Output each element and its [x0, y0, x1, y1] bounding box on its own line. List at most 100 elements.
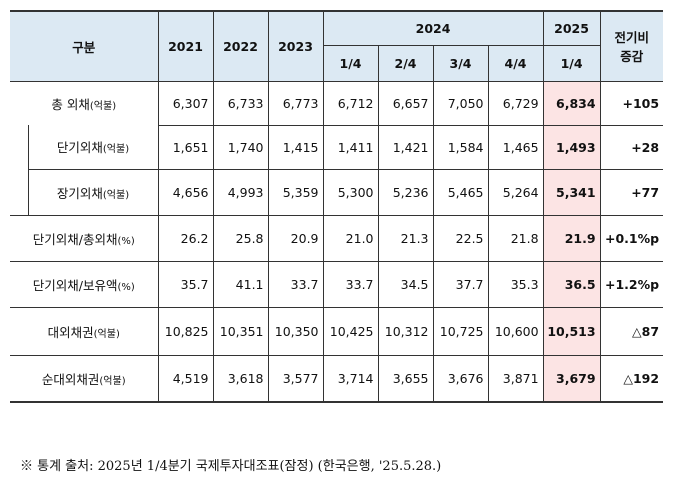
- row-change: +1.2%p: [599, 261, 664, 308]
- row-label-unit: (억불): [89, 100, 117, 112]
- row-value: 6,712: [322, 81, 379, 126]
- header-year-2023: 2023: [267, 10, 324, 82]
- row-value: 6,307: [157, 81, 214, 126]
- row-change: +28: [599, 125, 664, 170]
- row-change: △87: [599, 307, 664, 356]
- row-value: 35.7: [157, 261, 214, 308]
- header-year-2024: 2024: [322, 10, 544, 46]
- row-value: 10,350: [267, 307, 324, 356]
- row-value: 1,465: [487, 125, 544, 170]
- row-value: 3,714: [322, 355, 379, 403]
- table-row: 단기외채/보유액(%) 35.7 41.1 33.7 33.7 34.5 37.7 35.3 3…: [10, 261, 664, 308]
- row-current-value: 36.5: [542, 261, 601, 308]
- row-label-text: 장기외채: [56, 185, 103, 201]
- row-value: 35.3: [487, 261, 544, 308]
- header-2024-q4: 4/4: [487, 45, 544, 82]
- row-value: 3,618: [212, 355, 269, 403]
- row-label-text: 단기외채/총외채: [32, 231, 118, 247]
- row-value: 4,656: [157, 169, 214, 216]
- row-value: 21.0: [322, 215, 379, 262]
- row-value: 1,421: [377, 125, 434, 170]
- row-value: 1,415: [267, 125, 324, 170]
- row-label: 대외채권(억불): [10, 307, 159, 356]
- row-value: 1,651: [157, 125, 214, 170]
- row-value: 10,600: [487, 307, 544, 356]
- row-current-value: 6,834: [542, 81, 601, 126]
- table-row: 순대외채권(억불) 4,519 3,618 3,577 3,714 3,655 3,676 3…: [10, 355, 664, 403]
- row-label-text: 단기외채/보유액: [32, 277, 118, 293]
- table-body: 총 외채(억불) 6,307 6,733 6,773 6,712 6,657 7,050 6,…: [10, 81, 664, 403]
- row-label: 단기외채/총외채(%): [10, 215, 159, 262]
- row-value: 6,729: [487, 81, 544, 126]
- row-value: 5,300: [322, 169, 379, 216]
- row-value: 33.7: [322, 261, 379, 308]
- row-value: 25.8: [212, 215, 269, 262]
- row-value: 1,584: [432, 125, 489, 170]
- row-label: 장기외채(억불): [27, 169, 159, 216]
- table-row: 대외채권(억불) 10,825 10,351 10,350 10,425 10,312 10…: [10, 307, 664, 356]
- row-indent: [10, 125, 28, 169]
- header-change-line2: 증감: [620, 49, 644, 65]
- table-row: 총 외채(억불) 6,307 6,733 6,773 6,712 6,657 7,050 6,…: [10, 81, 664, 126]
- row-label-unit: (억불): [102, 189, 130, 201]
- row-change: +0.1%p: [599, 215, 664, 262]
- row-label-text: 대외채권: [47, 324, 94, 340]
- row-value: 3,871: [487, 355, 544, 403]
- row-label-unit: (%): [117, 281, 135, 293]
- table-row: 단기외채(억불) 1,651 1,740 1,415 1,411 1,421 1,584 1,…: [10, 125, 664, 170]
- row-value: 33.7: [267, 261, 324, 308]
- row-value: 26.2: [157, 215, 214, 262]
- row-value: 1,740: [212, 125, 269, 170]
- row-value: 4,519: [157, 355, 214, 403]
- row-value: 10,725: [432, 307, 489, 356]
- row-value: 3,676: [432, 355, 489, 403]
- row-label: 단기외채(억불): [27, 125, 159, 170]
- row-current-value: 3,679: [542, 355, 601, 403]
- row-value: 22.5: [432, 215, 489, 262]
- row-value: 6,773: [267, 81, 324, 126]
- row-current-value: 5,341: [542, 169, 601, 216]
- table-row: 단기외채/총외채(%) 26.2 25.8 20.9 21.0 21.3 22.5 21.8 2…: [10, 215, 664, 262]
- row-current-value: 1,493: [542, 125, 601, 170]
- row-label-text: 순대외채권: [41, 371, 100, 387]
- row-value: 21.8: [487, 215, 544, 262]
- table-row: 장기외채(억불) 4,656 4,993 5,359 5,300 5,236 5,465 5,…: [10, 169, 664, 216]
- row-indent: [10, 169, 28, 216]
- row-label-unit: (억불): [93, 328, 120, 340]
- row-value: 10,312: [377, 307, 434, 356]
- row-value: 6,657: [377, 81, 434, 126]
- row-label: 총 외채(억불): [10, 81, 158, 125]
- row-value: 10,351: [212, 307, 269, 356]
- footnote: ※ 통계 출처: 2025년 1/4분기 국제투자대조표(잠정) (한국은행, …: [20, 459, 442, 474]
- row-label-unit: (억불): [99, 375, 126, 387]
- row-value: 4,993: [212, 169, 269, 216]
- header-year-2025: 2025: [542, 10, 601, 46]
- row-value: 10,825: [157, 307, 214, 356]
- row-value: 41.1: [212, 261, 269, 308]
- row-label: 단기외채/보유액(%): [10, 261, 159, 308]
- header-2024-q1: 1/4: [322, 45, 379, 82]
- header-2024-q2: 2/4: [377, 45, 434, 82]
- row-value: 34.5: [377, 261, 434, 308]
- row-value: 5,264: [487, 169, 544, 216]
- row-value: 3,655: [377, 355, 434, 403]
- header-year-2021: 2021: [157, 10, 214, 82]
- row-label-unit: (억불): [102, 144, 130, 156]
- header-change-line1: 전기비: [614, 30, 650, 46]
- row-value: 1,411: [322, 125, 379, 170]
- row-value: 7,050: [432, 81, 489, 126]
- row-value: 5,465: [432, 169, 489, 216]
- row-value: 5,236: [377, 169, 434, 216]
- row-value: 20.9: [267, 215, 324, 262]
- row-value: 21.3: [377, 215, 434, 262]
- row-change: +105: [599, 81, 664, 126]
- header-change: 전기비 증감: [599, 10, 664, 82]
- external-debt-table: 구분 2021 2022 2023 2024 2025 전기비 증감 1/4 2…: [10, 10, 664, 403]
- row-label-text: 단기외채: [56, 140, 103, 156]
- row-change: △192: [599, 355, 664, 403]
- row-value: 10,425: [322, 307, 379, 356]
- row-label-unit: (%): [117, 235, 135, 247]
- header-gubun: 구분: [10, 10, 159, 82]
- row-value: 37.7: [432, 261, 489, 308]
- row-current-value: 10,513: [542, 307, 601, 356]
